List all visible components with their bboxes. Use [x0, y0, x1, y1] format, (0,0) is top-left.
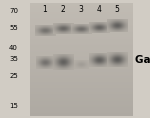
Text: 3: 3: [79, 5, 83, 14]
Text: 55: 55: [9, 25, 18, 31]
Text: 4: 4: [97, 5, 101, 14]
Text: 35: 35: [9, 56, 18, 62]
Text: 2: 2: [61, 5, 65, 14]
Text: 1: 1: [43, 5, 47, 14]
Text: 40: 40: [9, 45, 18, 51]
Text: 70: 70: [9, 8, 18, 14]
Text: Galectin 3: Galectin 3: [135, 55, 150, 65]
Text: 5: 5: [115, 5, 119, 14]
Text: 15: 15: [9, 103, 18, 109]
Text: 25: 25: [9, 73, 18, 78]
